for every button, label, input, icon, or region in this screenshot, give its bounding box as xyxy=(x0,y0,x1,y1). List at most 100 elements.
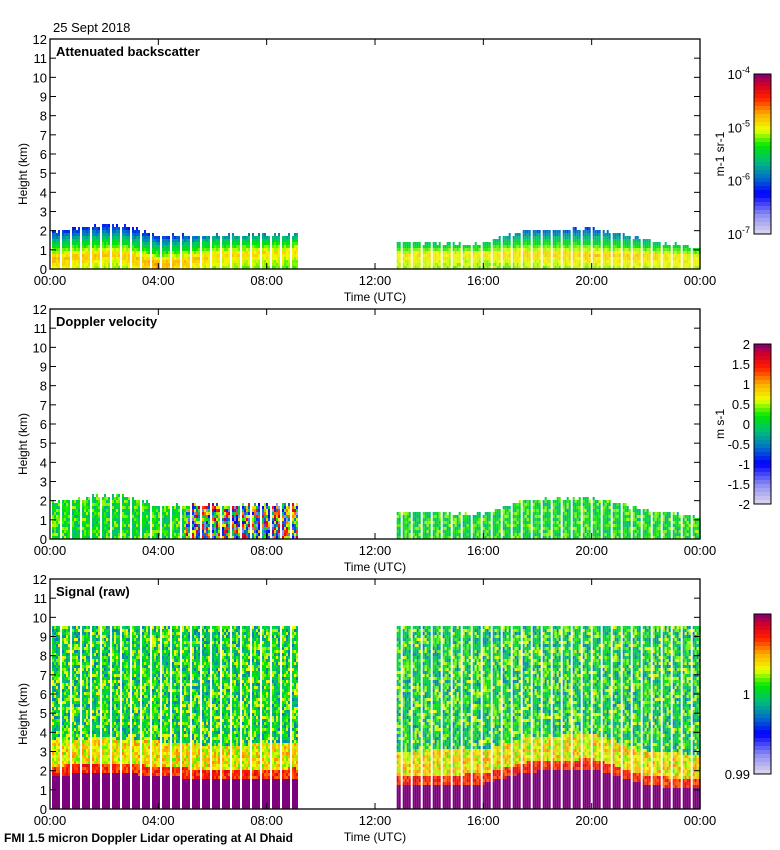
heatmap-cell xyxy=(554,536,557,539)
heatmap-cell xyxy=(244,536,246,539)
heatmap-cell xyxy=(282,530,284,533)
heatmap-cell xyxy=(214,515,216,518)
heatmap-cell xyxy=(398,521,401,524)
heatmap-cell xyxy=(446,251,449,254)
heatmap-cell xyxy=(82,536,84,539)
heatmap-cell xyxy=(186,242,188,245)
heatmap-cell xyxy=(408,263,411,266)
heatmap-cell xyxy=(188,530,190,533)
heatmap-cell xyxy=(576,233,579,236)
heatmap-cell xyxy=(202,248,204,251)
heatmap-cell xyxy=(222,536,224,539)
heatmap-cell xyxy=(154,536,156,539)
heatmap-cell xyxy=(412,512,415,515)
heatmap-cell xyxy=(124,230,126,233)
heatmap-cell xyxy=(198,530,200,533)
heatmap-cell xyxy=(268,266,270,269)
heatmap-cell xyxy=(604,239,607,242)
heatmap-cell xyxy=(586,497,589,500)
heatmap-cell xyxy=(216,536,218,539)
heatmap-cell xyxy=(676,263,679,266)
heatmap-cell xyxy=(582,533,585,536)
heatmap-cell xyxy=(548,266,551,269)
heatmap-cell xyxy=(146,263,148,266)
heatmap-cell xyxy=(452,254,455,257)
heatmap-cell xyxy=(272,509,274,512)
heatmap-cell xyxy=(536,248,539,251)
heatmap-cell xyxy=(548,506,551,509)
heatmap-cell xyxy=(296,251,298,254)
heatmap-cell xyxy=(526,521,529,524)
heatmap-cell xyxy=(396,515,399,518)
heatmap-cell xyxy=(588,530,591,533)
heatmap-cell xyxy=(204,257,206,260)
heatmap-cell xyxy=(182,530,184,533)
heatmap-cell xyxy=(548,524,551,527)
heatmap-cell xyxy=(638,245,641,248)
heatmap-cell xyxy=(442,266,445,269)
heatmap-cell xyxy=(158,506,160,509)
heatmap-cell xyxy=(422,254,425,257)
heatmap-cell xyxy=(86,236,88,239)
heatmap-cell xyxy=(516,530,519,533)
heatmap-cell xyxy=(242,509,244,512)
heatmap-cell xyxy=(464,512,467,515)
heatmap-cell xyxy=(406,518,409,521)
heatmap-cell xyxy=(456,524,459,527)
heatmap-cell xyxy=(444,260,447,263)
heatmap-cell xyxy=(148,242,150,245)
heatmap-cell xyxy=(224,239,226,242)
heatmap-cell xyxy=(516,239,519,242)
heatmap-cell xyxy=(184,236,186,239)
heatmap-cell xyxy=(116,224,118,227)
heatmap-cell xyxy=(624,533,627,536)
heatmap-cell xyxy=(602,533,605,536)
heatmap-cell xyxy=(452,251,455,254)
heatmap-cell xyxy=(406,254,409,257)
heatmap-cell xyxy=(138,506,140,509)
heatmap-cell xyxy=(174,506,176,509)
heatmap-cell xyxy=(514,248,517,251)
heatmap-cell xyxy=(458,242,461,245)
heatmap-cell xyxy=(202,515,204,518)
heatmap-cell xyxy=(112,263,114,266)
heatmap-cell xyxy=(176,530,178,533)
heatmap-cell xyxy=(76,263,78,266)
heatmap-cell xyxy=(672,260,675,263)
heatmap-cell xyxy=(196,254,198,257)
heatmap-cell xyxy=(292,518,294,521)
heatmap-cell xyxy=(158,512,160,515)
heatmap-cell xyxy=(652,248,655,251)
heatmap-cell xyxy=(668,518,671,521)
heatmap-cell xyxy=(88,233,90,236)
heatmap-cell xyxy=(594,263,597,266)
heatmap-cell xyxy=(548,515,551,518)
heatmap-cell xyxy=(178,506,180,509)
heatmap-cell xyxy=(548,236,551,239)
heatmap-cell xyxy=(644,524,647,527)
heatmap-cell xyxy=(154,530,156,533)
heatmap-cell xyxy=(604,524,607,527)
heatmap-cell xyxy=(134,254,136,257)
heatmap-cell xyxy=(274,512,276,515)
heatmap-cell xyxy=(164,515,166,518)
heatmap-cell xyxy=(58,515,60,518)
heatmap-cell xyxy=(118,227,120,230)
heatmap-cell xyxy=(168,257,170,260)
heatmap-cell xyxy=(428,533,431,536)
heatmap-cell xyxy=(474,260,477,263)
heatmap-cell xyxy=(522,251,525,254)
heatmap-cell xyxy=(218,248,220,251)
heatmap-cell xyxy=(164,239,166,242)
heatmap-cell xyxy=(564,257,567,260)
colorbar-segment xyxy=(754,210,771,215)
heatmap-cell xyxy=(604,503,607,506)
heatmap-cell xyxy=(136,251,138,254)
heatmap-cell xyxy=(224,530,226,533)
heatmap-cell xyxy=(92,260,94,263)
heatmap-cell xyxy=(616,245,619,248)
heatmap-cell xyxy=(52,236,54,239)
heatmap-cell xyxy=(232,524,234,527)
heatmap-cell xyxy=(82,242,84,245)
heatmap-cell xyxy=(554,263,557,266)
